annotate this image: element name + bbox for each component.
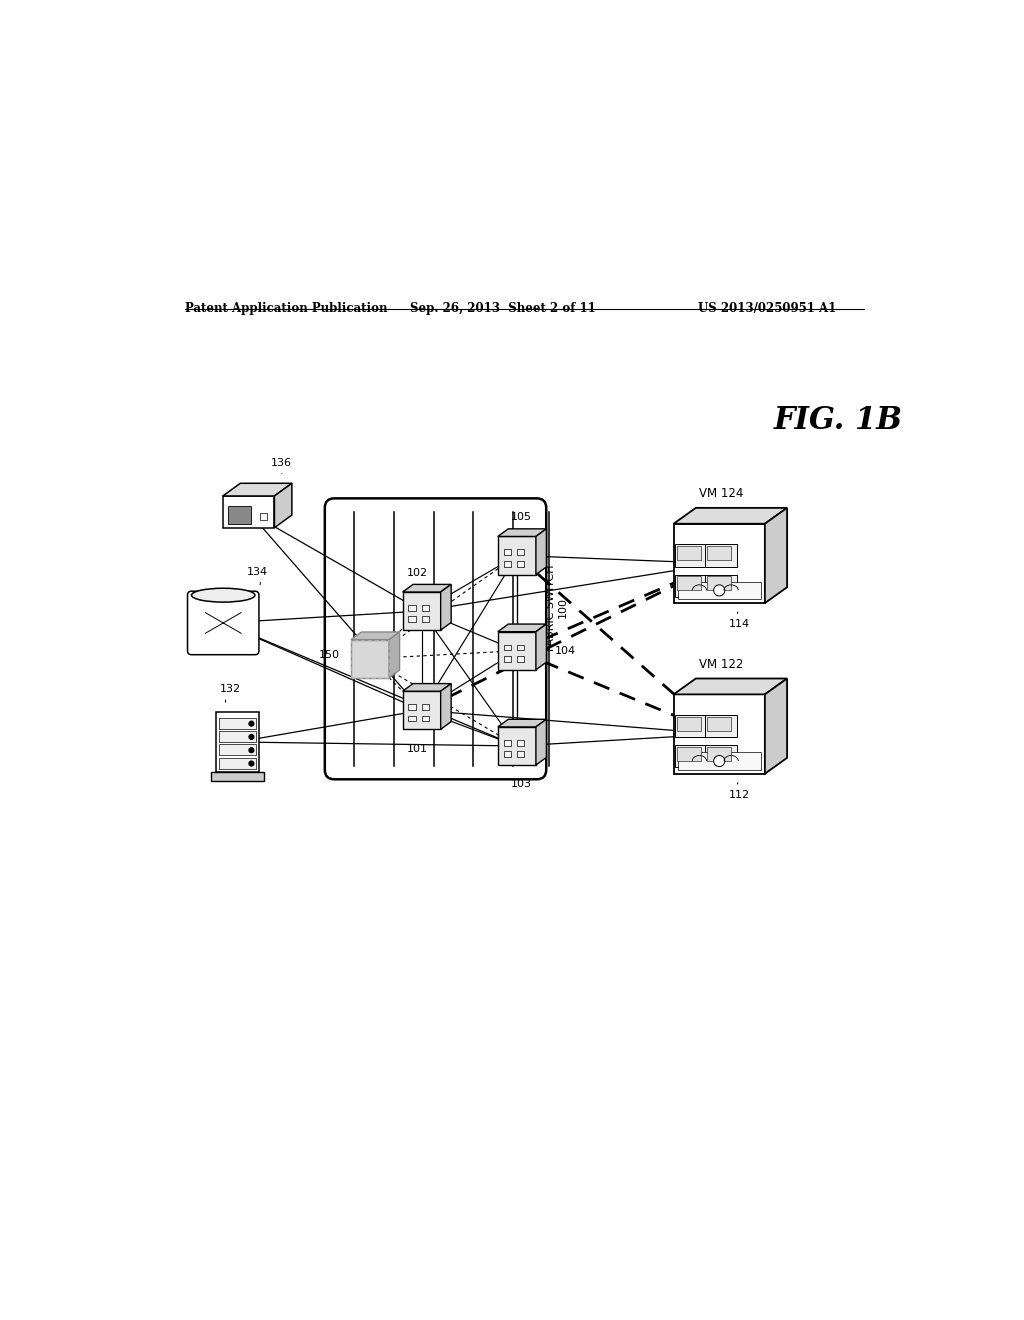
Circle shape bbox=[249, 721, 254, 726]
Polygon shape bbox=[675, 544, 707, 566]
FancyBboxPatch shape bbox=[216, 713, 259, 772]
Circle shape bbox=[249, 734, 254, 739]
FancyBboxPatch shape bbox=[517, 561, 524, 566]
FancyBboxPatch shape bbox=[219, 718, 256, 729]
Text: 103: 103 bbox=[510, 779, 531, 789]
Polygon shape bbox=[274, 483, 292, 528]
Polygon shape bbox=[402, 684, 452, 692]
FancyBboxPatch shape bbox=[187, 591, 259, 655]
FancyBboxPatch shape bbox=[517, 741, 524, 746]
FancyBboxPatch shape bbox=[504, 549, 511, 556]
FancyBboxPatch shape bbox=[677, 576, 700, 590]
FancyBboxPatch shape bbox=[517, 549, 524, 556]
FancyBboxPatch shape bbox=[260, 512, 267, 520]
FancyBboxPatch shape bbox=[677, 747, 700, 762]
Text: 136: 136 bbox=[270, 458, 292, 474]
FancyBboxPatch shape bbox=[504, 751, 511, 756]
Polygon shape bbox=[674, 508, 787, 524]
Polygon shape bbox=[440, 684, 452, 729]
Circle shape bbox=[714, 755, 725, 767]
FancyBboxPatch shape bbox=[707, 576, 731, 590]
FancyBboxPatch shape bbox=[219, 744, 256, 755]
FancyBboxPatch shape bbox=[504, 644, 511, 651]
Text: 112: 112 bbox=[729, 783, 750, 800]
Polygon shape bbox=[674, 678, 787, 694]
Text: 105: 105 bbox=[510, 512, 531, 523]
FancyBboxPatch shape bbox=[211, 772, 264, 781]
FancyBboxPatch shape bbox=[707, 546, 731, 560]
FancyBboxPatch shape bbox=[219, 758, 256, 768]
FancyBboxPatch shape bbox=[504, 656, 511, 661]
FancyBboxPatch shape bbox=[504, 561, 511, 566]
Circle shape bbox=[714, 585, 725, 595]
Polygon shape bbox=[536, 529, 547, 574]
Polygon shape bbox=[706, 574, 737, 597]
Polygon shape bbox=[498, 632, 536, 669]
FancyBboxPatch shape bbox=[409, 605, 416, 611]
Polygon shape bbox=[498, 624, 547, 632]
Polygon shape bbox=[536, 719, 547, 766]
FancyBboxPatch shape bbox=[422, 715, 429, 721]
Ellipse shape bbox=[191, 589, 255, 602]
FancyBboxPatch shape bbox=[677, 546, 700, 560]
FancyBboxPatch shape bbox=[409, 715, 416, 721]
Text: 150: 150 bbox=[318, 649, 340, 660]
FancyBboxPatch shape bbox=[409, 616, 416, 622]
Polygon shape bbox=[498, 529, 547, 536]
Polygon shape bbox=[536, 624, 547, 669]
Text: 132: 132 bbox=[220, 684, 242, 702]
Polygon shape bbox=[674, 524, 765, 603]
FancyBboxPatch shape bbox=[517, 656, 524, 661]
Polygon shape bbox=[402, 591, 440, 630]
Polygon shape bbox=[389, 632, 399, 677]
Polygon shape bbox=[675, 574, 707, 597]
Text: 134: 134 bbox=[247, 566, 268, 585]
Polygon shape bbox=[402, 692, 440, 729]
FancyBboxPatch shape bbox=[227, 507, 251, 524]
Text: Patent Application Publication: Patent Application Publication bbox=[185, 301, 388, 314]
FancyBboxPatch shape bbox=[422, 704, 429, 710]
Polygon shape bbox=[674, 694, 765, 774]
FancyBboxPatch shape bbox=[504, 741, 511, 746]
Text: US 2013/0250951 A1: US 2013/0250951 A1 bbox=[697, 301, 836, 314]
Text: 102: 102 bbox=[408, 568, 428, 578]
FancyBboxPatch shape bbox=[677, 717, 700, 731]
FancyBboxPatch shape bbox=[517, 751, 524, 756]
Polygon shape bbox=[498, 536, 536, 574]
Text: 114: 114 bbox=[729, 612, 750, 630]
Polygon shape bbox=[675, 746, 707, 767]
FancyBboxPatch shape bbox=[422, 605, 429, 611]
Circle shape bbox=[249, 748, 254, 752]
Polygon shape bbox=[498, 727, 536, 766]
Polygon shape bbox=[351, 632, 399, 640]
Text: FIG. 1B: FIG. 1B bbox=[774, 405, 903, 436]
Polygon shape bbox=[223, 483, 292, 496]
FancyBboxPatch shape bbox=[219, 731, 256, 742]
FancyBboxPatch shape bbox=[678, 582, 761, 599]
Polygon shape bbox=[440, 585, 452, 630]
Polygon shape bbox=[706, 715, 737, 738]
Polygon shape bbox=[765, 508, 787, 603]
Polygon shape bbox=[675, 715, 707, 738]
Text: VM 124: VM 124 bbox=[699, 487, 743, 500]
Text: 104: 104 bbox=[555, 645, 577, 656]
FancyBboxPatch shape bbox=[517, 644, 524, 651]
Circle shape bbox=[249, 762, 254, 766]
FancyBboxPatch shape bbox=[422, 616, 429, 622]
Text: FABRIC SWITCH
100: FABRIC SWITCH 100 bbox=[546, 564, 567, 651]
Polygon shape bbox=[765, 678, 787, 774]
Polygon shape bbox=[498, 719, 547, 727]
FancyBboxPatch shape bbox=[409, 704, 416, 710]
Text: VM 122: VM 122 bbox=[699, 657, 743, 671]
FancyBboxPatch shape bbox=[707, 747, 731, 762]
Polygon shape bbox=[706, 544, 737, 566]
Text: Sep. 26, 2013  Sheet 2 of 11: Sep. 26, 2013 Sheet 2 of 11 bbox=[410, 301, 596, 314]
Text: 101: 101 bbox=[408, 743, 428, 754]
Polygon shape bbox=[351, 640, 389, 677]
FancyBboxPatch shape bbox=[707, 717, 731, 731]
Polygon shape bbox=[706, 746, 737, 767]
Polygon shape bbox=[223, 496, 274, 528]
FancyBboxPatch shape bbox=[678, 752, 761, 770]
Polygon shape bbox=[402, 585, 452, 591]
